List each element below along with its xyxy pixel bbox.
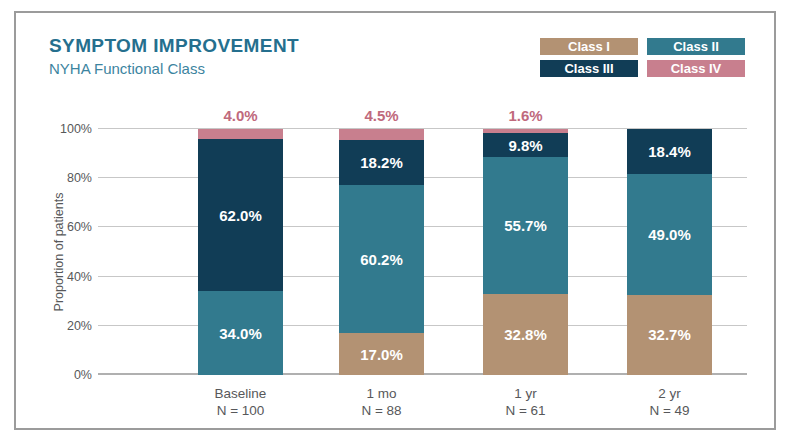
bar-segment-class-iv [198, 129, 283, 139]
legend-item-class-i: Class I [540, 38, 638, 55]
segment-value-label: 55.7% [504, 217, 547, 234]
chart-title: SYMPTOM IMPROVEMENT [49, 35, 299, 57]
x-tick-label-1-mo: 1 moN = 88 [339, 385, 424, 419]
plot-area: 34.0%62.0%4.0%17.0%60.2%18.2%4.5%32.8%55… [98, 129, 747, 375]
bar-1-yr: 32.8%55.7%9.8%1.6% [483, 129, 568, 375]
legend-item-class-iv: Class IV [647, 60, 745, 77]
y-tick-label: 80% [67, 171, 92, 185]
y-tick-label: 40% [67, 270, 92, 284]
segment-value-label: 62.0% [219, 207, 262, 224]
bar-segment-class-ii: 60.2% [339, 185, 424, 333]
chart-subtitle: NYHA Functional Class [49, 60, 205, 77]
segment-value-label: 49.0% [648, 226, 691, 243]
segment-value-label: 34.0% [219, 325, 262, 342]
bar-segment-class-i: 17.0% [339, 333, 424, 375]
bar-above-label: 4.5% [339, 107, 424, 124]
x-category-label: 1 yr [483, 385, 568, 402]
bar-segment-class-iv [339, 129, 424, 140]
x-category-label: 2 yr [627, 385, 712, 402]
y-tick-label: 60% [67, 220, 92, 234]
figure-canvas: SYMPTOM IMPROVEMENT NYHA Functional Clas… [0, 0, 790, 444]
x-n-count-label: N = 100 [198, 402, 283, 419]
chart-card: SYMPTOM IMPROVEMENT NYHA Functional Clas… [14, 11, 776, 430]
x-tick-label-2-yr: 2 yrN = 49 [627, 385, 712, 419]
x-n-count-label: N = 49 [627, 402, 712, 419]
bar-segment-class-iii: 62.0% [198, 139, 283, 292]
segment-value-label: 60.2% [360, 251, 403, 268]
y-tick-label: 20% [67, 319, 92, 333]
bar-segment-class-ii: 55.7% [483, 157, 568, 294]
segment-value-label: 18.4% [648, 143, 691, 160]
x-axis-labels: BaselineN = 1001 moN = 881 yrN = 612 yrN… [98, 385, 747, 425]
bar-segment-class-i: 32.7% [627, 295, 712, 375]
segment-value-label: 17.0% [360, 346, 403, 363]
y-tick-label: 0% [74, 368, 92, 382]
bar-segment-class-ii: 49.0% [627, 174, 712, 295]
x-category-label: 1 mo [339, 385, 424, 402]
legend: Class I Class II Class III Class IV [540, 38, 745, 77]
segment-value-label: 18.2% [360, 154, 403, 171]
legend-item-class-iii: Class III [540, 60, 638, 77]
bar-2-yr: 32.7% 49.0% 18.4% [627, 129, 712, 375]
bar-segment-class-iii: 9.8% [483, 133, 568, 157]
legend-item-class-ii: Class II [647, 38, 745, 55]
x-n-count-label: N = 61 [483, 402, 568, 419]
x-category-label: Baseline [198, 385, 283, 402]
bar-baseline: 34.0%62.0%4.0% [198, 129, 283, 375]
segment-value-label: 9.8% [508, 137, 542, 154]
x-tick-label-1-yr: 1 yrN = 61 [483, 385, 568, 419]
x-n-count-label: N = 88 [339, 402, 424, 419]
bar-1-mo: 17.0%60.2%18.2%4.5% [339, 129, 424, 375]
bar-segment-class-iii: 18.4% [627, 129, 712, 174]
segment-value-label: 32.7% [648, 326, 691, 343]
y-axis-ticks: 0%20%40%60%80%100% [16, 129, 92, 375]
bar-above-label: 4.0% [198, 107, 283, 124]
bar-segment-class-ii: 34.0% [198, 291, 283, 375]
bar-segment-class-iv [483, 129, 568, 133]
bar-segment-class-iii: 18.2% [339, 140, 424, 185]
bar-segment-class-i: 32.8% [483, 294, 568, 375]
x-tick-label-baseline: BaselineN = 100 [198, 385, 283, 419]
segment-value-label: 32.8% [504, 326, 547, 343]
y-tick-label: 100% [60, 122, 92, 136]
bar-above-label: 1.6% [483, 107, 568, 124]
